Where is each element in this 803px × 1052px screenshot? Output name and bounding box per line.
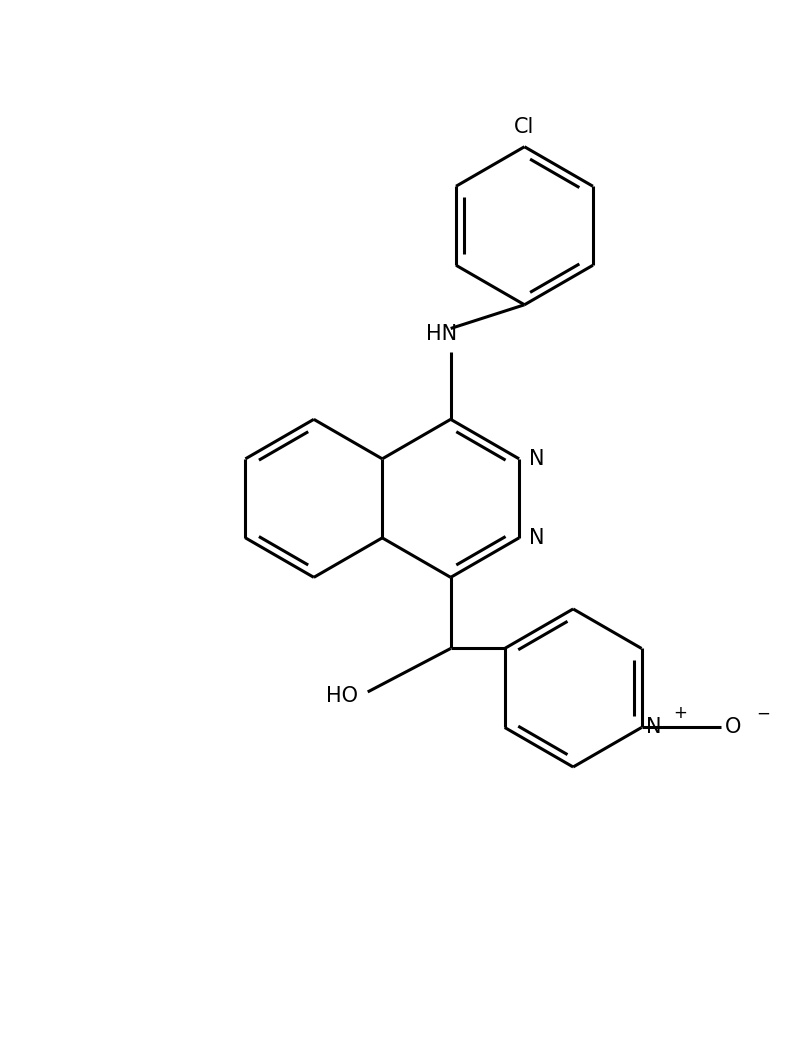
Text: O: O	[724, 717, 740, 737]
Text: HO: HO	[326, 686, 358, 706]
Text: Cl: Cl	[514, 117, 534, 137]
Text: N: N	[528, 528, 544, 548]
Text: N: N	[528, 449, 544, 469]
Text: HN: HN	[425, 324, 456, 344]
Text: N: N	[645, 717, 660, 737]
Text: −: −	[755, 704, 769, 723]
Text: +: +	[672, 704, 687, 723]
